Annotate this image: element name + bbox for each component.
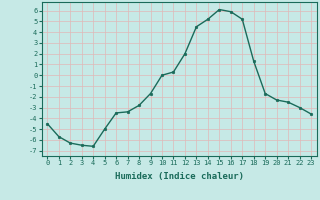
X-axis label: Humidex (Indice chaleur): Humidex (Indice chaleur) — [115, 172, 244, 181]
